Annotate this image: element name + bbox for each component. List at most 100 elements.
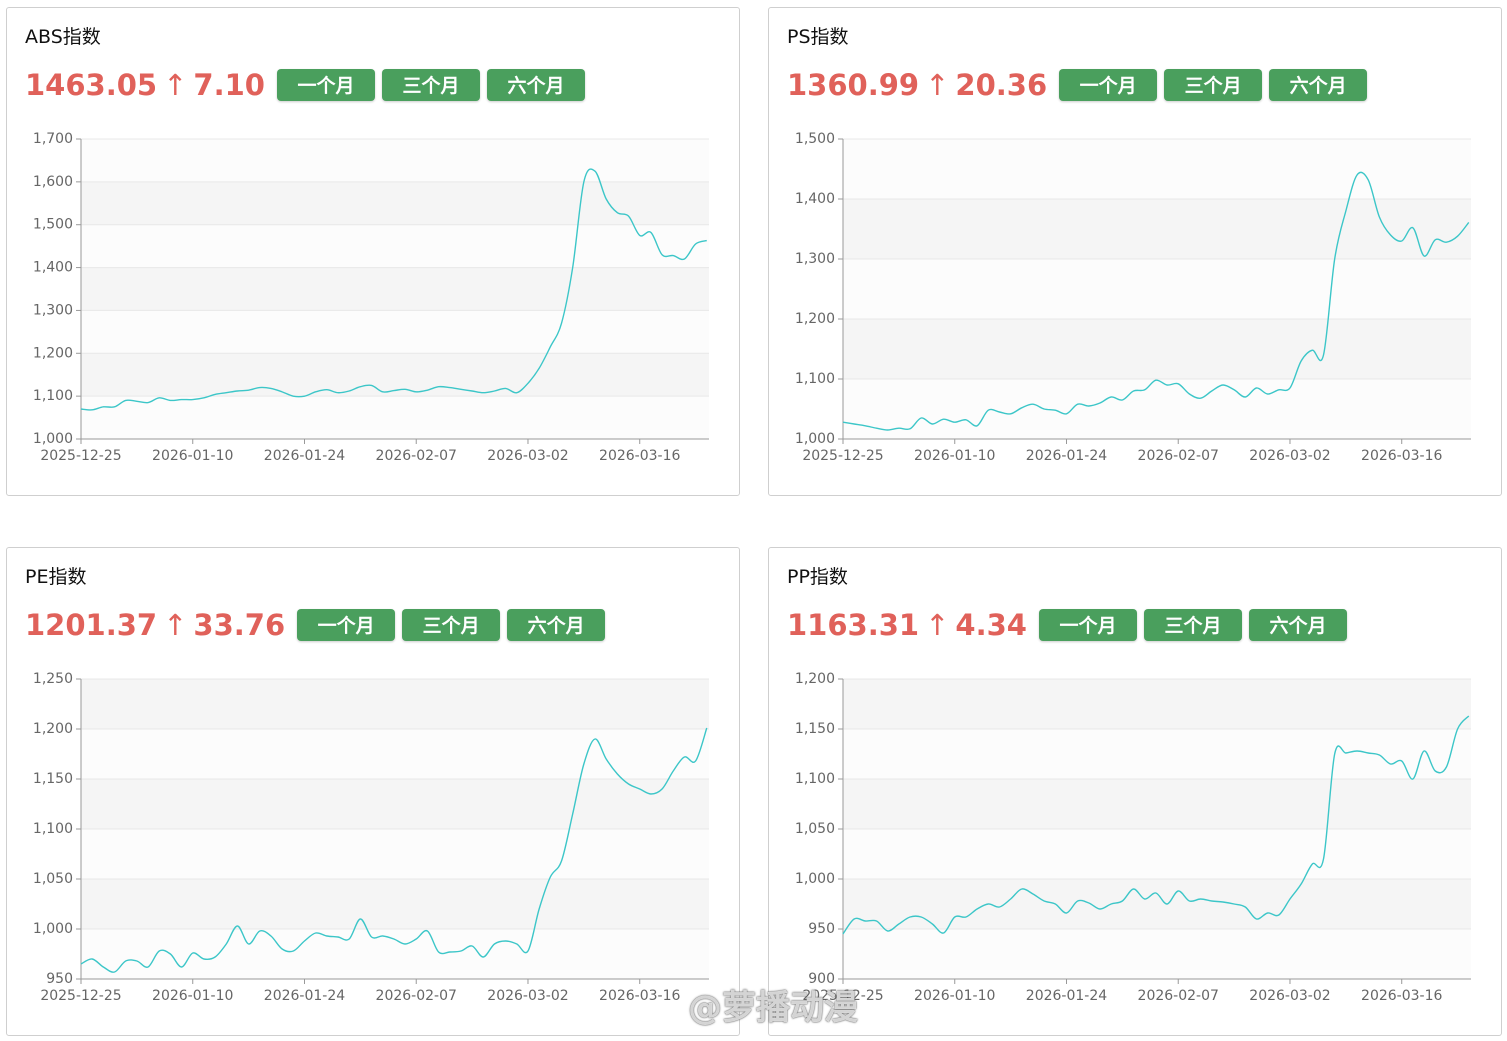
- split-area: [81, 829, 709, 879]
- split-area: [81, 353, 709, 397]
- range-button[interactable]: 三个月: [402, 608, 501, 641]
- range-button[interactable]: 一个月: [1038, 608, 1137, 641]
- card-title: PE指数: [25, 566, 87, 588]
- y-tick-label: 900: [808, 971, 835, 987]
- y-tick-label: 1,250: [33, 671, 73, 687]
- y-tick-label: 1,100: [795, 771, 835, 787]
- y-tick-label: 1,500: [33, 217, 73, 233]
- x-tick-label: 2026-03-16: [1361, 988, 1442, 1004]
- price-line: [842, 171, 1470, 431]
- split-area: [843, 199, 1471, 259]
- range-button[interactable]: 一个月: [1059, 68, 1158, 101]
- change: 4.34: [955, 607, 1027, 642]
- range-button[interactable]: 六个月: [507, 608, 606, 641]
- range-button[interactable]: 六个月: [1248, 608, 1347, 641]
- change: 33.76: [193, 607, 286, 642]
- y-tick-label: 1,050: [33, 871, 73, 887]
- split-area: [81, 779, 709, 829]
- x-tick-label: 2025-12-25: [802, 448, 883, 464]
- range-button[interactable]: 三个月: [1164, 68, 1263, 101]
- chart: 900 950 1,000 1,050 1,100 1,150 1,200 2025-12-2…: [795, 671, 1471, 1004]
- x-tick-label: 2026-01-24: [264, 988, 345, 1004]
- x-tick-label: 2026-03-02: [1249, 988, 1330, 1004]
- arrow: ↑: [925, 607, 950, 642]
- split-area: [81, 310, 709, 354]
- split-area: [843, 139, 1471, 199]
- y-tick-label: 1,600: [33, 174, 73, 190]
- x-tick-label: 2026-01-24: [1026, 448, 1107, 464]
- split-area: [843, 779, 1471, 829]
- price: 1201.37: [25, 607, 158, 642]
- range-button[interactable]: 一个月: [297, 608, 396, 641]
- y-tick-label: 1,000: [33, 431, 73, 447]
- split-area: [843, 319, 1471, 379]
- price-line: [842, 715, 1470, 935]
- card-title: PP指数: [787, 566, 848, 588]
- split-area: [843, 829, 1471, 879]
- price-line: [80, 168, 707, 411]
- watermark: @萝播动漫: [688, 988, 858, 1028]
- chart: 1,000 1,100 1,200 1,300 1,400 1,500 1,600 1,700…: [33, 131, 709, 464]
- split-area: [81, 679, 709, 729]
- split-area: [81, 929, 709, 979]
- price-line: [80, 727, 708, 973]
- x-tick-label: 2025-12-25: [802, 988, 883, 1004]
- index-card: 1,000 1,100 1,200 1,300 1,400 1,500 2025-12-25…: [768, 7, 1502, 496]
- chart: 950 1,000 1,050 1,100 1,150 1,200 1,250 2025-12…: [33, 671, 709, 1004]
- x-tick-label: 2026-03-02: [487, 448, 568, 464]
- y-tick-label: 1,200: [33, 721, 73, 737]
- chart: 1,000 1,100 1,200 1,300 1,400 1,500 2025-12-25…: [795, 131, 1471, 464]
- range-button[interactable]: 三个月: [1143, 608, 1242, 641]
- split-area: [843, 379, 1471, 439]
- split-area: [81, 139, 709, 182]
- split-area: [81, 267, 709, 311]
- range-button[interactable]: 一个月: [276, 68, 375, 101]
- y-tick-label: 1,150: [795, 721, 835, 737]
- y-tick-label: 1,150: [33, 771, 73, 787]
- change: 7.10: [193, 67, 265, 102]
- split-area: [81, 181, 709, 225]
- y-tick-label: 1,300: [795, 251, 835, 267]
- index-card: 950 1,000 1,050 1,100 1,150 1,200 1,250 2025-12…: [6, 547, 740, 1036]
- x-tick-label: 2026-01-10: [152, 448, 233, 464]
- split-area: [843, 679, 1471, 729]
- y-tick-label: 1,200: [33, 345, 73, 361]
- price-row: 1201.37 ↑ 33.76 一个月 三个月 六个月: [25, 607, 606, 642]
- x-tick-label: 2026-03-16: [599, 448, 680, 464]
- y-tick-label: 1,400: [795, 191, 835, 207]
- y-tick-label: 950: [46, 971, 73, 987]
- split-area: [843, 259, 1471, 319]
- x-tick-label: 2026-03-16: [599, 988, 680, 1004]
- x-tick-label: 2026-03-02: [487, 988, 568, 1004]
- y-tick-label: 1,000: [33, 921, 73, 937]
- index-card: 900 950 1,000 1,050 1,100 1,150 1,200 2025-12-2…: [768, 547, 1502, 1036]
- x-tick-label: 2026-01-24: [1026, 988, 1107, 1004]
- y-tick-label: 1,200: [795, 671, 835, 687]
- arrow: ↑: [163, 67, 188, 102]
- y-tick-label: 1,100: [795, 371, 835, 387]
- range-button[interactable]: 六个月: [1269, 68, 1368, 101]
- range-button[interactable]: 三个月: [381, 68, 480, 101]
- y-tick-label: 1,000: [795, 431, 835, 447]
- x-tick-label: 2026-02-07: [1138, 988, 1219, 1004]
- split-area: [843, 879, 1471, 929]
- y-tick-label: 1,400: [33, 260, 73, 276]
- y-tick-label: 1,100: [33, 388, 73, 404]
- x-tick-label: 2026-01-10: [914, 448, 995, 464]
- card-title: ABS指数: [25, 26, 101, 48]
- split-area: [843, 729, 1471, 779]
- price: 1360.99: [787, 67, 920, 102]
- x-tick-label: 2026-01-10: [914, 988, 995, 1004]
- index-card: 1,000 1,100 1,200 1,300 1,400 1,500 1,600 1,700…: [6, 7, 740, 496]
- split-area: [81, 879, 709, 929]
- split-area: [81, 396, 709, 439]
- price-row: 1163.31 ↑ 4.34 一个月 三个月 六个月: [787, 607, 1347, 642]
- price-row: 1360.99 ↑ 20.36 一个月 三个月 六个月: [787, 67, 1368, 102]
- split-area: [843, 929, 1471, 979]
- range-button[interactable]: 六个月: [486, 68, 585, 101]
- x-tick-label: 2026-03-16: [1361, 448, 1442, 464]
- price: 1163.31: [787, 607, 920, 642]
- arrow: ↑: [925, 67, 950, 102]
- x-tick-label: 2026-01-24: [264, 448, 345, 464]
